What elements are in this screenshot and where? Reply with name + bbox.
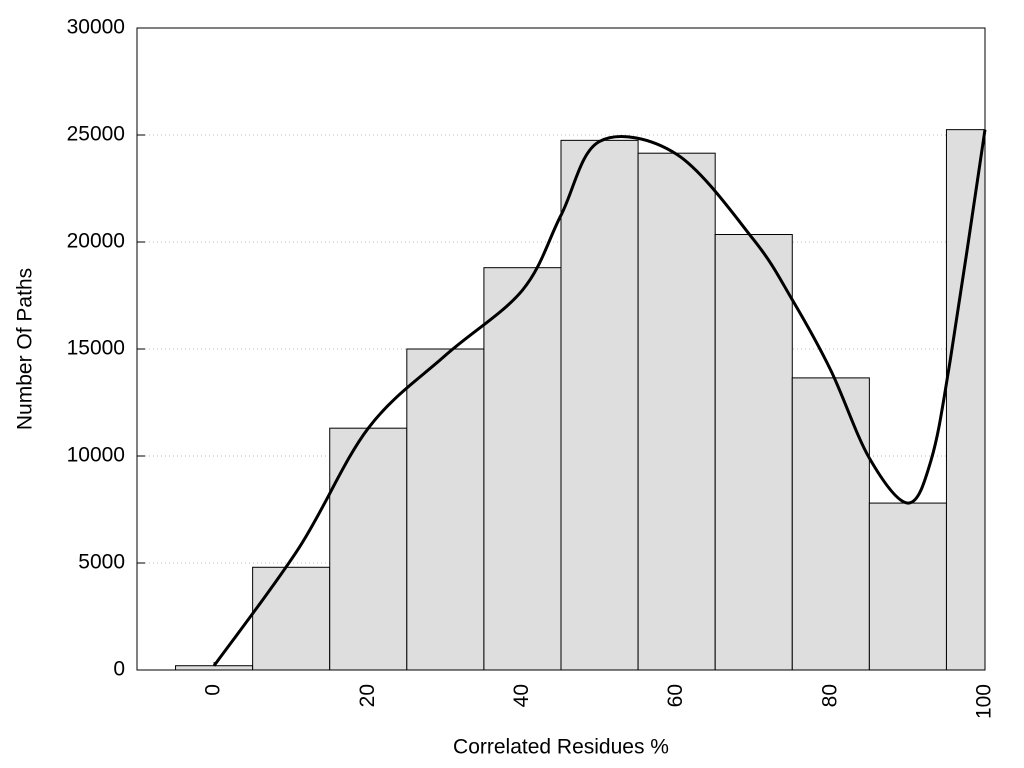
bar [560, 139, 639, 671]
bar [637, 152, 716, 671]
y-axis-label: Number Of Paths [14, 268, 37, 430]
x-tick-label: 80 [818, 684, 841, 707]
bar [791, 377, 870, 671]
plot-frame [136, 27, 986, 671]
y-tick-label: 10000 [67, 444, 125, 467]
x-tick-label: 0 [202, 684, 225, 696]
bar [483, 267, 562, 671]
x-tick-label: 60 [664, 684, 687, 707]
y-tick-label: 15000 [67, 337, 125, 360]
y-tick-label: 5000 [78, 551, 125, 574]
bar [329, 427, 408, 671]
x-tick-label: 40 [510, 684, 533, 707]
bar [406, 348, 485, 671]
bar [714, 234, 793, 671]
density-line [212, 129, 987, 667]
y-tick-label: 30000 [67, 16, 125, 39]
y-tick-label: 25000 [67, 123, 125, 146]
bar [868, 502, 947, 671]
y-tick-label: 20000 [67, 230, 125, 253]
y-tick-label: 0 [113, 658, 125, 681]
x-tick-label: 100 [973, 684, 996, 719]
bar [252, 566, 331, 671]
x-axis-label: Correlated Residues % [453, 736, 669, 759]
x-tick-label: 20 [356, 684, 379, 707]
bar [175, 665, 254, 671]
bar [945, 129, 986, 671]
